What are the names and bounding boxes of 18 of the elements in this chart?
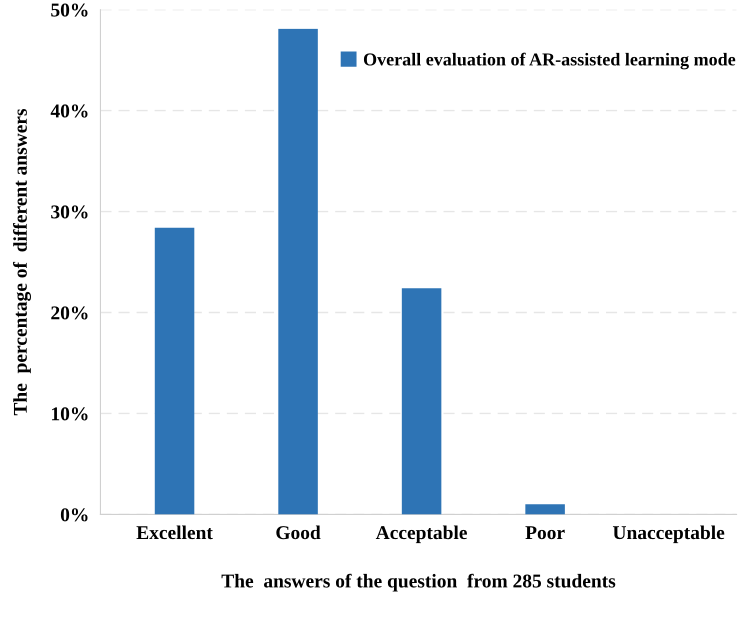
x-axis-title: The answers of the question from 285 students bbox=[222, 574, 616, 592]
bar bbox=[402, 288, 442, 514]
y-tick-label: 20% bbox=[51, 306, 88, 320]
bar bbox=[154, 228, 194, 514]
x-tick-label: Good bbox=[276, 526, 321, 540]
x-tick-label: Excellent bbox=[136, 526, 213, 540]
y-tick-label: 10% bbox=[52, 407, 88, 420]
bar bbox=[278, 28, 318, 514]
x-tick-label: Acceptable bbox=[376, 526, 467, 544]
y-tick-label: 30% bbox=[51, 205, 88, 219]
y-tick-label: 0% bbox=[60, 508, 88, 522]
bar bbox=[525, 504, 565, 514]
x-tick-label: Poor bbox=[525, 526, 565, 540]
y-tick-label: 40% bbox=[50, 104, 88, 118]
y-tick-label: 50% bbox=[51, 3, 88, 17]
y-axis-title: The percentage of different answers bbox=[13, 108, 31, 416]
x-tick-label: Unacceptable bbox=[612, 526, 724, 544]
legend-label: Overall evaluation of AR-assisted learning mode bbox=[364, 52, 736, 70]
